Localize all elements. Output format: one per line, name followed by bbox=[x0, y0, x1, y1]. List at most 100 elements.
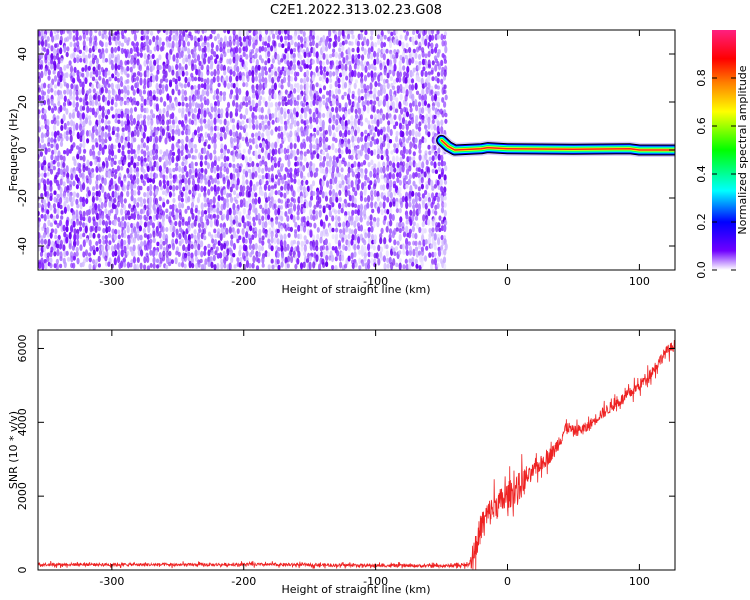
noise-cell bbox=[377, 161, 381, 169]
noise-cell bbox=[341, 159, 345, 165]
noise-cell bbox=[76, 57, 80, 64]
noise-cell bbox=[153, 102, 157, 110]
noise-cell bbox=[280, 58, 284, 63]
noise-cell bbox=[94, 158, 98, 166]
noise-cell bbox=[69, 65, 74, 74]
noise-cell bbox=[98, 249, 103, 256]
noise-cell bbox=[352, 186, 356, 192]
noise-cell bbox=[206, 90, 210, 97]
noise-cell bbox=[251, 262, 255, 269]
noise-cell bbox=[246, 227, 250, 233]
noise-cell bbox=[169, 30, 173, 36]
noise-cell bbox=[90, 83, 95, 89]
noise-cell bbox=[244, 66, 249, 72]
noise-cell bbox=[353, 228, 358, 235]
noise-cell bbox=[325, 232, 329, 237]
noise-cell bbox=[270, 188, 274, 197]
noise-cell bbox=[104, 41, 108, 48]
noise-cell bbox=[72, 220, 76, 228]
noise-cell bbox=[369, 220, 373, 227]
noise-cell bbox=[132, 244, 136, 252]
noise-cell bbox=[408, 201, 412, 208]
noise-cell bbox=[183, 254, 187, 262]
noise-cell bbox=[328, 255, 332, 261]
noise-cell bbox=[88, 263, 92, 270]
noise-cell bbox=[213, 160, 217, 167]
noise-cell bbox=[309, 170, 314, 178]
noise-cell bbox=[191, 212, 195, 220]
noise-cell bbox=[436, 262, 440, 268]
noise-cell bbox=[261, 69, 265, 78]
noise-cell bbox=[181, 218, 185, 226]
noise-cell bbox=[159, 78, 163, 84]
noise-cell bbox=[110, 82, 114, 90]
noise-cell bbox=[380, 52, 384, 59]
noise-cell bbox=[383, 262, 387, 270]
noise-cell bbox=[127, 162, 131, 168]
noise-cell bbox=[279, 125, 284, 132]
noise-cell bbox=[82, 39, 86, 48]
noise-cell bbox=[146, 191, 150, 199]
noise-cell bbox=[78, 35, 82, 41]
noise-cell bbox=[99, 52, 103, 59]
noise-cell bbox=[376, 52, 380, 58]
noise-cell bbox=[203, 78, 207, 84]
noise-cell bbox=[348, 60, 352, 66]
noise-cell bbox=[242, 207, 246, 215]
noise-cell bbox=[62, 76, 66, 83]
noise-cell bbox=[200, 83, 204, 88]
noise-cell bbox=[322, 85, 327, 91]
noise-cell bbox=[139, 234, 143, 241]
noise-cell bbox=[276, 252, 280, 258]
noise-cell bbox=[193, 234, 197, 241]
noise-cell bbox=[129, 142, 133, 150]
noise-cell bbox=[316, 57, 320, 64]
noise-cell bbox=[373, 100, 377, 106]
noise-cell bbox=[68, 194, 73, 203]
noise-cell bbox=[207, 179, 211, 187]
noise-cell bbox=[246, 35, 250, 41]
noise-cell bbox=[149, 263, 153, 268]
noise-cell bbox=[329, 178, 333, 185]
noise-cell bbox=[423, 100, 427, 106]
snr-x-tick-label: -100 bbox=[363, 575, 388, 588]
noise-cell bbox=[223, 30, 227, 34]
noise-cell bbox=[154, 173, 159, 179]
noise-cell bbox=[334, 34, 338, 41]
noise-cell bbox=[172, 124, 176, 129]
noise-cell bbox=[271, 113, 275, 119]
noise-cell bbox=[232, 219, 236, 225]
noise-cell bbox=[345, 225, 349, 233]
noise-cell bbox=[357, 53, 361, 60]
noise-cell bbox=[107, 120, 111, 125]
noise-cell bbox=[364, 117, 368, 123]
noise-cell bbox=[72, 90, 76, 96]
noise-cell bbox=[117, 57, 121, 65]
noise-cell bbox=[58, 197, 63, 205]
noise-cell bbox=[291, 116, 295, 125]
noise-cell bbox=[353, 234, 357, 241]
noise-cell bbox=[274, 261, 278, 268]
noise-cell bbox=[168, 243, 172, 249]
noise-cell bbox=[63, 150, 67, 155]
noise-cell bbox=[178, 212, 182, 221]
noise-cell bbox=[110, 184, 114, 190]
noise-cell bbox=[270, 258, 274, 264]
noise-cell bbox=[274, 111, 278, 120]
noise-cell bbox=[165, 250, 169, 259]
noise-cell bbox=[325, 59, 330, 65]
noise-cell bbox=[254, 39, 258, 46]
spectrogram-x-tick-label: -200 bbox=[231, 275, 256, 288]
noise-cell bbox=[120, 196, 124, 205]
noise-cell bbox=[75, 122, 79, 131]
noise-cell bbox=[409, 88, 413, 96]
noise-cell bbox=[216, 214, 220, 220]
noise-cell bbox=[177, 194, 181, 202]
noise-cell bbox=[116, 77, 121, 83]
noise-cell bbox=[342, 227, 346, 236]
noise-cell bbox=[374, 126, 378, 132]
noise-cell bbox=[401, 243, 405, 250]
noise-cell bbox=[212, 94, 216, 101]
noise-cell bbox=[415, 202, 419, 209]
noise-cell bbox=[430, 161, 434, 166]
